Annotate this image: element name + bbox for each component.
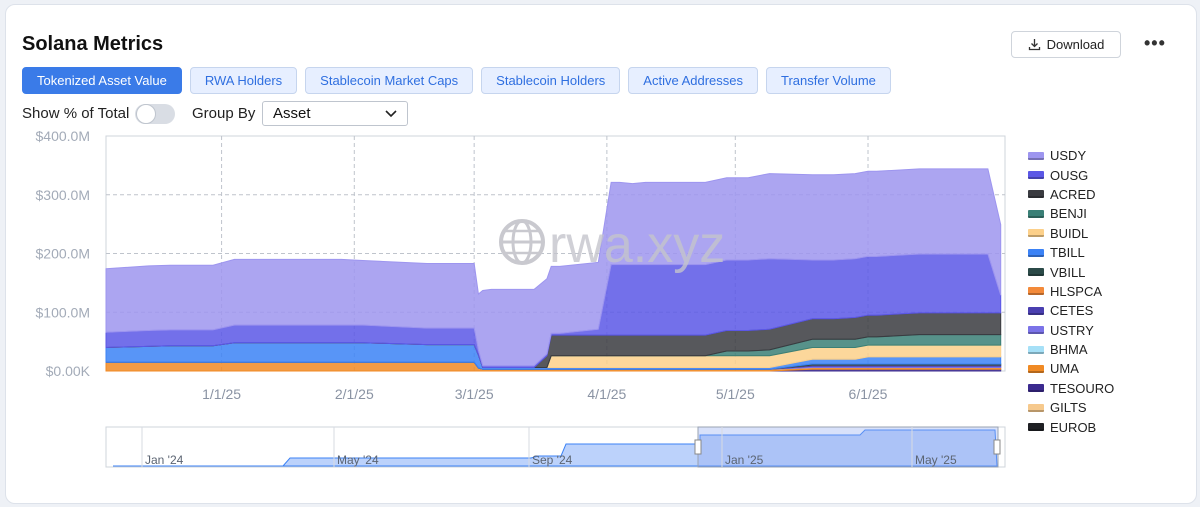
legend-item-gilts[interactable]: GILTS bbox=[1028, 398, 1114, 417]
legend-label: TBILL bbox=[1050, 245, 1085, 261]
legend-item-usdy[interactable]: USDY bbox=[1028, 146, 1114, 165]
legend-swatch bbox=[1028, 345, 1044, 354]
legend-item-bhma[interactable]: BHMA bbox=[1028, 340, 1114, 359]
legend-label: HLSPCA bbox=[1050, 283, 1103, 299]
legend-label: TESOURO bbox=[1050, 380, 1115, 396]
legend-item-vbill[interactable]: VBILL bbox=[1028, 262, 1114, 281]
tab-transfer-volume[interactable]: Transfer Volume bbox=[766, 67, 891, 94]
group-by-value: Asset bbox=[273, 105, 311, 122]
legend-swatch bbox=[1028, 151, 1044, 160]
show-pct-toggle[interactable] bbox=[135, 104, 175, 124]
legend-swatch bbox=[1028, 248, 1044, 257]
legend-swatch bbox=[1028, 209, 1044, 218]
legend-item-acred[interactable]: ACRED bbox=[1028, 185, 1114, 204]
chevron-down-icon bbox=[385, 109, 397, 117]
legend-swatch bbox=[1028, 268, 1044, 277]
legend-swatch bbox=[1028, 306, 1044, 315]
legend-label: USTRY bbox=[1050, 322, 1094, 338]
legend-item-uma[interactable]: UMA bbox=[1028, 359, 1114, 378]
show-pct-label: Show % of Total bbox=[22, 105, 130, 122]
legend-item-tesouro[interactable]: TESOURO bbox=[1028, 379, 1114, 398]
more-options-icon[interactable]: ••• bbox=[1144, 33, 1166, 53]
legend-label: EUROB bbox=[1050, 419, 1097, 435]
legend-label: VBILL bbox=[1050, 264, 1086, 280]
chart-legend: USDY OUSG ACRED BENJI BUIDL TBILL VBILL HLSPCA C… bbox=[1028, 146, 1114, 437]
tab-stablecoin-holders[interactable]: Stablecoin Holders bbox=[481, 67, 621, 94]
legend-item-tbill[interactable]: TBILL bbox=[1028, 243, 1114, 262]
legend-label: GILTS bbox=[1050, 400, 1087, 416]
download-label: Download bbox=[1046, 37, 1105, 52]
legend-item-benji[interactable]: BENJI bbox=[1028, 204, 1114, 223]
tab-stablecoin-market-caps[interactable]: Stablecoin Market Caps bbox=[305, 67, 474, 94]
legend-swatch bbox=[1028, 171, 1044, 180]
legend-label: ACRED bbox=[1050, 186, 1096, 202]
legend-item-cetes[interactable]: CETES bbox=[1028, 301, 1114, 320]
legend-swatch bbox=[1028, 384, 1044, 393]
legend-label: USDY bbox=[1050, 148, 1087, 164]
page-title: Solana Metrics bbox=[22, 33, 164, 55]
toggle-knob bbox=[136, 104, 156, 124]
legend-swatch bbox=[1028, 287, 1044, 296]
legend-swatch bbox=[1028, 423, 1044, 432]
legend-swatch bbox=[1028, 229, 1044, 238]
group-by-select[interactable]: Asset bbox=[262, 101, 408, 126]
legend-swatch bbox=[1028, 403, 1044, 412]
group-by-label: Group By bbox=[192, 105, 256, 122]
legend-item-ousg[interactable]: OUSG bbox=[1028, 165, 1114, 184]
tab-tokenized-asset-value[interactable]: Tokenized Asset Value bbox=[22, 67, 182, 94]
download-button[interactable]: Download bbox=[1011, 31, 1121, 58]
tab-active-addresses[interactable]: Active Addresses bbox=[628, 67, 759, 94]
legend-swatch bbox=[1028, 190, 1044, 199]
legend-item-hlspca[interactable]: HLSPCA bbox=[1028, 282, 1114, 301]
legend-label: UMA bbox=[1050, 361, 1079, 377]
metric-tabs: Tokenized Asset Value RWA Holders Stable… bbox=[22, 67, 891, 94]
legend-swatch bbox=[1028, 326, 1044, 335]
legend-label: OUSG bbox=[1050, 167, 1089, 183]
legend-item-eurob[interactable]: EUROB bbox=[1028, 417, 1114, 436]
tab-rwa-holders[interactable]: RWA Holders bbox=[189, 67, 298, 94]
legend-swatch bbox=[1028, 364, 1044, 373]
download-icon bbox=[1028, 39, 1040, 51]
legend-label: BENJI bbox=[1050, 206, 1087, 222]
legend-label: CETES bbox=[1050, 303, 1094, 319]
legend-item-ustry[interactable]: USTRY bbox=[1028, 321, 1114, 340]
legend-label: BUIDL bbox=[1050, 225, 1089, 241]
legend-label: BHMA bbox=[1050, 342, 1088, 358]
legend-item-buidl[interactable]: BUIDL bbox=[1028, 224, 1114, 243]
